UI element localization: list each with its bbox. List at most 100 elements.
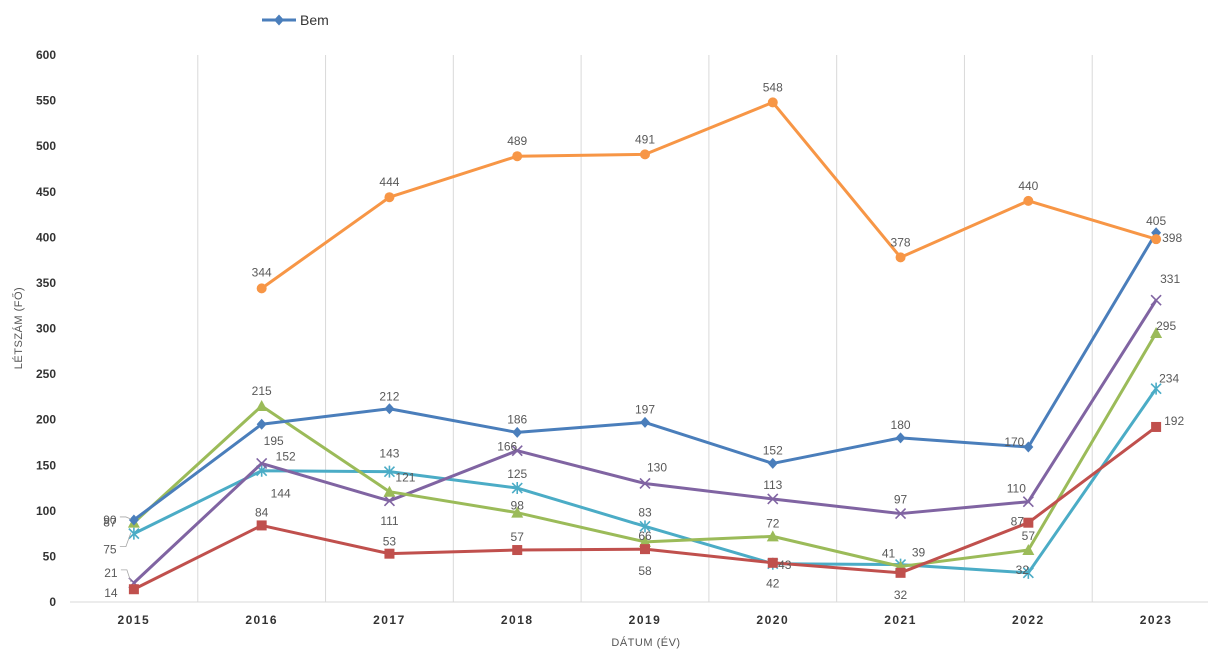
y-tick-label: 150 [36, 458, 56, 472]
data-label: 170 [1004, 435, 1024, 449]
data-point [639, 520, 651, 533]
x-tick-label: 2021 [884, 613, 917, 627]
x-tick-label: 2019 [629, 613, 662, 627]
leader-line [119, 516, 132, 520]
data-label: 42 [766, 577, 780, 591]
data-point [895, 252, 906, 263]
data-label: 192 [1164, 414, 1184, 428]
y-tick-label: 100 [36, 504, 56, 518]
data-label: 295 [1156, 319, 1176, 333]
data-label: 41 [882, 547, 896, 561]
data-point [1151, 421, 1162, 432]
y-tick-label: 0 [49, 595, 56, 609]
y-tick-label: 300 [36, 322, 56, 336]
data-label: 97 [894, 493, 908, 507]
data-point [128, 527, 140, 540]
data-point [512, 426, 523, 438]
data-point [1150, 382, 1162, 395]
leader-line [120, 569, 132, 582]
data-label: 344 [252, 265, 272, 279]
data-label: 405 [1146, 214, 1166, 228]
data-label: 212 [379, 390, 399, 404]
data-label: 166 [497, 440, 517, 454]
y-axis-title: LÉTSZÁM (FŐ) [11, 287, 25, 369]
data-point [640, 416, 650, 428]
data-point [767, 493, 779, 505]
leader-line [119, 532, 132, 548]
data-label: 186 [507, 412, 527, 426]
x-tick-label: 2022 [1012, 613, 1045, 627]
data-label: 121 [395, 471, 415, 485]
data-label: 548 [763, 80, 783, 94]
data-label: 83 [638, 505, 652, 519]
data-point [383, 495, 396, 507]
series [127, 97, 1163, 595]
data-point [256, 283, 267, 294]
y-tick-label: 450 [36, 185, 56, 199]
data-point [512, 151, 523, 162]
data-label: 130 [647, 460, 667, 474]
data-label: 98 [511, 499, 525, 513]
data-label: 234 [1159, 372, 1179, 386]
data-point [639, 535, 651, 547]
x-tick-label: 2015 [118, 613, 151, 627]
data-point [640, 544, 650, 555]
axes: 0 50 100 150 200 250 300 350 400 450 500 550 600 2015… [36, 48, 1208, 627]
data-label: 32 [894, 588, 908, 602]
y-tick-label: 50 [43, 549, 57, 563]
x-tick-label: 2016 [245, 613, 278, 627]
data-label: 53 [383, 535, 397, 549]
data-label: 378 [891, 235, 911, 249]
y-tick-label: 350 [36, 276, 56, 290]
data-label: 440 [1018, 179, 1038, 193]
grid [197, 55, 1093, 602]
data-label: 111 [380, 514, 399, 528]
data-label: 331 [1160, 272, 1180, 286]
legend-label: Bem [300, 12, 329, 28]
data-point [511, 482, 523, 495]
data-label: 57 [1022, 529, 1036, 543]
legend: Bem [262, 12, 329, 28]
y-tick-label: 200 [36, 413, 56, 427]
data-point [384, 548, 395, 559]
data-label: 125 [507, 467, 527, 481]
data-point [511, 445, 523, 457]
data-point [255, 399, 268, 411]
data-label: 57 [511, 530, 525, 544]
y-tick-label: 550 [36, 94, 56, 108]
data-point [1022, 544, 1035, 556]
data-point [894, 508, 907, 520]
data-label: 195 [264, 434, 284, 448]
data-label: 87 [1011, 515, 1025, 529]
x-tick-label: 2018 [501, 613, 534, 627]
data-label: 58 [638, 564, 652, 578]
x-tick-label: 2023 [1140, 613, 1173, 627]
series-line [260, 100, 1157, 290]
data-labels: 90 195 212 186 197 152 180 170 405 344 444 489 491 54… [103, 80, 1184, 601]
data-point [767, 457, 778, 469]
data-label: 152 [276, 449, 296, 463]
y-tick-label: 600 [36, 48, 56, 62]
data-point [383, 485, 396, 497]
data-label: 90 [103, 513, 117, 527]
data-label: 152 [763, 443, 783, 457]
data-label: 32 [1016, 563, 1030, 577]
data-label: 14 [104, 586, 118, 600]
data-label: 215 [252, 384, 272, 398]
data-point [512, 545, 523, 556]
data-point [128, 584, 139, 595]
y-tick-label: 400 [36, 230, 56, 244]
data-point [384, 403, 395, 415]
data-label: 21 [104, 566, 118, 580]
x-axis-title: DÁTUM (ÉV) [611, 636, 680, 649]
data-point [256, 418, 267, 430]
data-point [766, 530, 779, 542]
data-point [1022, 566, 1034, 579]
data-point [640, 149, 650, 160]
data-label: 491 [635, 132, 655, 146]
data-label: 110 [1007, 482, 1026, 496]
y-tick-label: 500 [36, 139, 56, 153]
data-label: 84 [255, 505, 269, 519]
data-point [1023, 195, 1034, 206]
data-point [383, 465, 396, 478]
